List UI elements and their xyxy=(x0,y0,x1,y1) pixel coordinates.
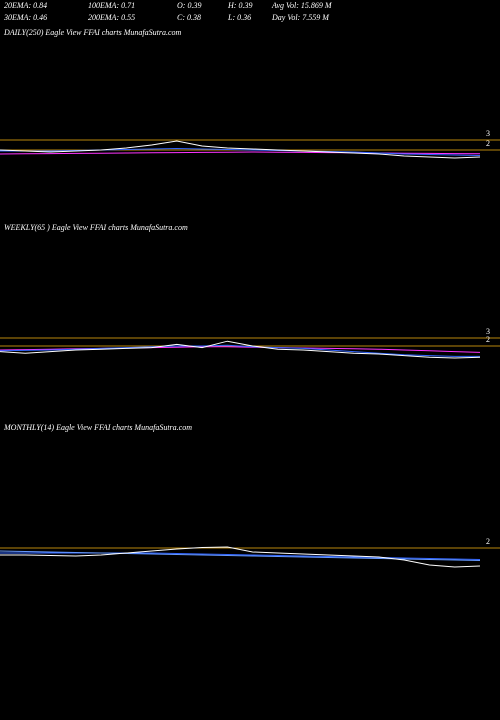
header-stat: Avg Vol: 15.869 M xyxy=(271,1,333,10)
header-stat: 30EMA: 0.46 xyxy=(3,13,47,22)
y-tick-label: 2 xyxy=(486,537,490,546)
header-stat: C: 0.38 xyxy=(177,13,201,22)
panel-title: MONTHLY(14) Eagle View FFAI charts Munaf… xyxy=(3,423,192,432)
y-tick-label: 2 xyxy=(486,335,490,344)
header-stat: H: 0.39 xyxy=(227,1,252,10)
header-stat: L: 0.36 xyxy=(227,13,251,22)
y-tick-label: 3 xyxy=(486,327,490,336)
panel-title: DAILY(250) Eagle View FFAI charts Munafa… xyxy=(3,28,182,37)
price-line xyxy=(0,344,480,357)
header-stat: O: 0.39 xyxy=(177,1,201,10)
header-stat: 20EMA: 0.84 xyxy=(4,1,47,10)
y-tick-label: 2 xyxy=(486,139,490,148)
header-stat: 200EMA: 0.55 xyxy=(88,13,135,22)
price-line xyxy=(0,151,481,155)
price-line xyxy=(0,340,481,359)
y-tick-label: 3 xyxy=(486,129,490,138)
header-stat: 100EMA: 0.71 xyxy=(88,1,135,10)
header-stat: Day Vol: 7.559 M xyxy=(271,13,330,22)
price-line xyxy=(0,140,481,159)
price-line xyxy=(0,550,481,561)
price-line xyxy=(0,546,481,568)
panel-title: WEEKLY(65 ) Eagle View FFAI charts Munaf… xyxy=(4,223,188,232)
